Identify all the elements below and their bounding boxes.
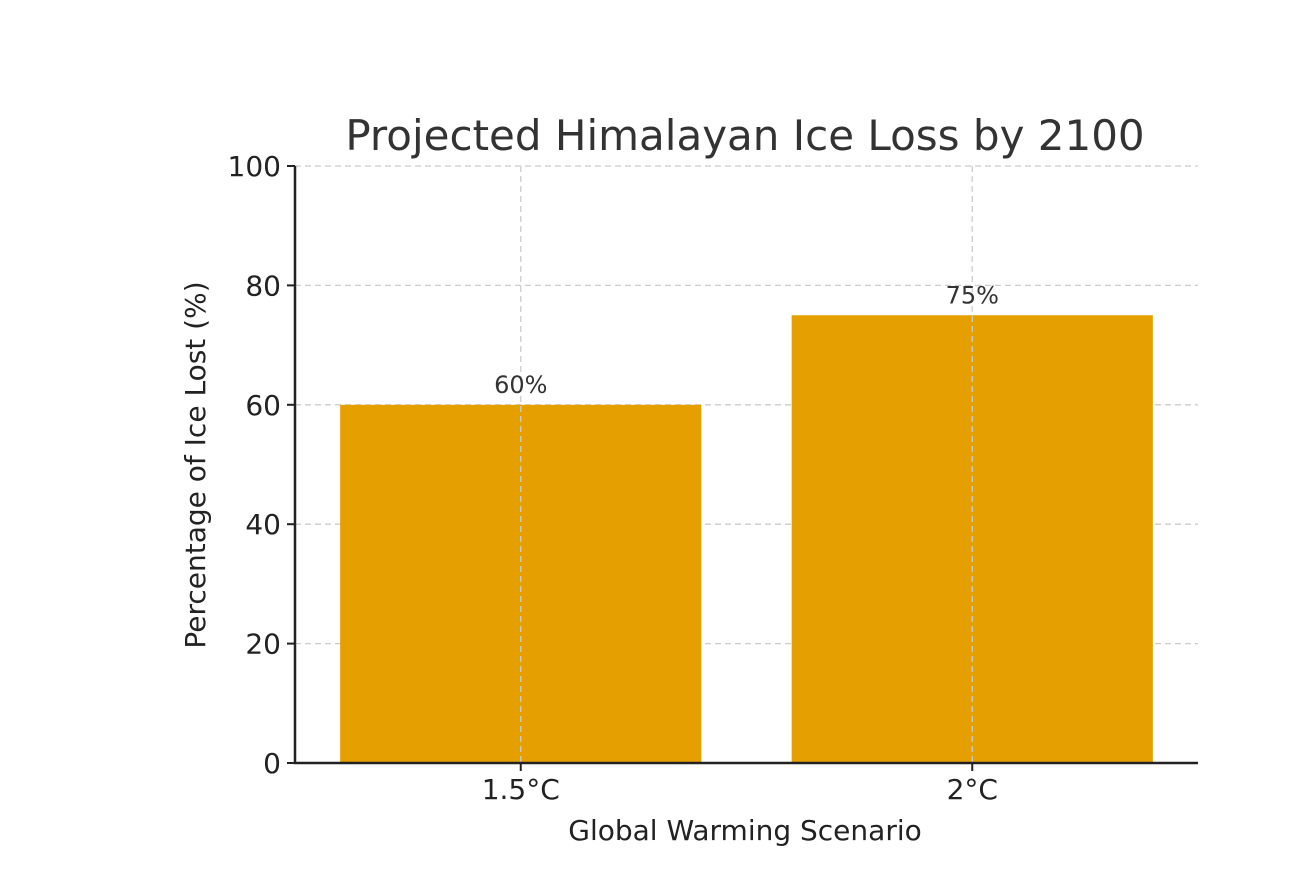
y-tick-label: 40 — [245, 508, 281, 541]
y-tick-label: 80 — [245, 269, 281, 302]
bar-1 — [340, 404, 702, 763]
bars — [340, 315, 1153, 763]
x-tick-label: 2°C — [947, 773, 998, 806]
y-tick-label: 60 — [245, 389, 281, 422]
y-axis-label: Percentage of Ice Lost (%) — [179, 281, 212, 648]
x-axis-ticks: 1.5°C 2°C — [482, 763, 998, 806]
bar-value-label: 75% — [946, 281, 999, 309]
y-axis-ticks: 0 20 40 60 80 100 — [228, 150, 295, 780]
x-axis-label: Global Warming Scenario — [568, 814, 922, 847]
bar-value-labels: 60% 75% — [494, 281, 999, 399]
chart-title: Projected Himalayan Ice Loss by 2100 — [345, 111, 1144, 160]
bar-value-label: 60% — [494, 371, 547, 399]
x-tick-label: 1.5°C — [482, 773, 560, 806]
y-tick-label: 100 — [228, 150, 281, 183]
y-tick-label: 0 — [263, 747, 281, 780]
y-tick-label: 20 — [245, 628, 281, 661]
axes — [293, 166, 1198, 765]
